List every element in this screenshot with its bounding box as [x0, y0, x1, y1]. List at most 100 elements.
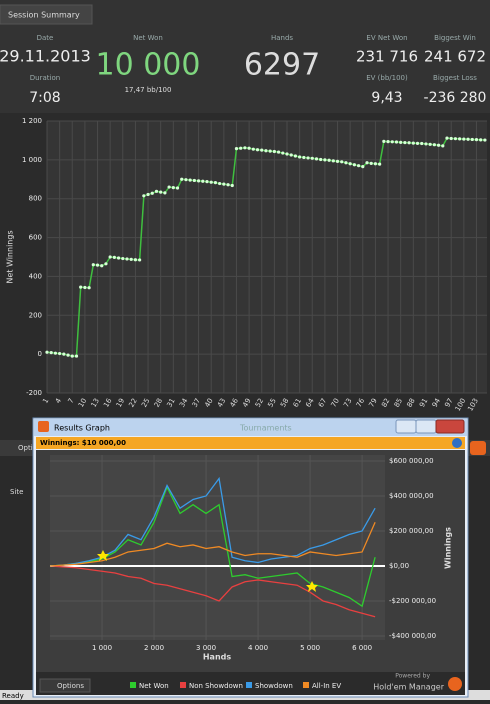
value: 10 000 — [96, 48, 201, 83]
marker — [104, 262, 108, 266]
label: Net Won — [133, 34, 163, 42]
marker — [180, 177, 184, 181]
x-tick-label: 19 — [115, 397, 126, 409]
status: Ready — [2, 692, 24, 700]
x-tick-label: 5 000 — [300, 644, 320, 652]
marker — [403, 140, 407, 145]
marker — [188, 178, 192, 182]
x-tick-label: 49 — [241, 397, 252, 409]
marker — [470, 137, 474, 142]
marker — [138, 258, 142, 262]
star — [97, 550, 109, 561]
marker — [230, 183, 234, 188]
label: Site — [10, 488, 23, 496]
marker — [154, 189, 159, 193]
marker — [121, 256, 125, 261]
marker — [386, 139, 390, 144]
y-tick-label: 400 — [29, 272, 42, 280]
label: Hands — [271, 34, 293, 42]
marker — [79, 285, 83, 289]
legend-label: Non Showdown — [189, 682, 243, 690]
marker — [91, 263, 95, 267]
label: Biggest Loss — [433, 74, 477, 82]
x-tick-label: 58 — [279, 397, 290, 409]
marker — [53, 351, 58, 355]
marker — [331, 159, 335, 163]
x-tick-label: 2 000 — [144, 644, 164, 652]
marker — [356, 164, 361, 168]
marker — [458, 137, 462, 141]
x-tick-label: 4 000 — [248, 644, 268, 652]
x-tick-label: 79 — [367, 397, 378, 409]
marker — [335, 159, 340, 164]
value: 17,47 bb/100 — [125, 86, 172, 94]
marker — [382, 139, 386, 143]
legend-label: Net Won — [139, 682, 169, 690]
button[interactable]: Options — [18, 444, 45, 452]
marker — [293, 154, 298, 158]
y-tick-label: -$200 000,00 — [389, 597, 436, 605]
button[interactable] — [39, 678, 91, 693]
x-tick-label: 1 000 — [92, 644, 112, 652]
x-tick-label: 85 — [393, 397, 404, 409]
marker — [218, 181, 222, 186]
marker — [424, 142, 428, 146]
marker — [226, 183, 230, 187]
value: 6297 — [244, 48, 320, 83]
x-tick-label: 22 — [127, 397, 138, 409]
logo — [448, 677, 462, 691]
tab-label[interactable]: Session Summary — [8, 11, 80, 20]
marker — [344, 161, 348, 165]
marker — [462, 137, 466, 141]
x-tick-label: 16 — [102, 397, 114, 409]
marker — [133, 258, 138, 262]
marker — [428, 142, 432, 146]
marker — [213, 180, 218, 185]
maximize[interactable] — [415, 419, 437, 434]
marker — [407, 141, 411, 145]
marker — [184, 178, 188, 182]
marker — [281, 151, 285, 155]
marker — [112, 255, 116, 259]
marker — [192, 178, 196, 183]
chart: -200 0 200 400 600 800 1 000 1 200 1 4 7 10 13 16 19 22… — [6, 117, 487, 413]
button-label[interactable]: Options — [57, 682, 84, 690]
marker — [449, 136, 453, 141]
x-tick-label: 67 — [317, 397, 328, 409]
value: 231 716 — [356, 48, 418, 66]
close[interactable] — [435, 419, 465, 434]
x-tick-label: 88 — [405, 397, 416, 409]
x-tick-label: 34 — [178, 397, 190, 409]
marker — [175, 186, 180, 190]
marker — [222, 182, 226, 186]
y-tick-label: $600 000,00 — [389, 457, 434, 465]
marker — [479, 138, 483, 142]
x-tick-label: 61 — [292, 397, 303, 409]
marker — [167, 185, 171, 189]
marker — [66, 353, 70, 357]
line — [49, 521, 376, 567]
x-tick-label: 46 — [229, 397, 241, 409]
help[interactable] — [452, 438, 462, 448]
marker — [474, 138, 479, 142]
minimize[interactable] — [395, 419, 417, 434]
title-bar — [34, 419, 467, 436]
x-tick-label: 6 000 — [352, 644, 372, 652]
marker — [373, 162, 378, 166]
icon — [38, 421, 49, 432]
marker — [74, 354, 79, 358]
marker — [415, 141, 420, 145]
window-title: Results Graph — [54, 424, 110, 433]
x-tick-label: 40 — [203, 397, 214, 409]
star — [306, 581, 318, 592]
marker — [445, 136, 449, 140]
tab[interactable] — [0, 4, 93, 25]
marker — [289, 153, 293, 157]
window-title: Tournaments — [239, 424, 292, 433]
marker — [58, 351, 62, 356]
marker — [129, 257, 133, 261]
x-tick-label: 91 — [418, 397, 429, 409]
marker — [466, 137, 470, 141]
label: EV Net Won — [366, 34, 407, 42]
